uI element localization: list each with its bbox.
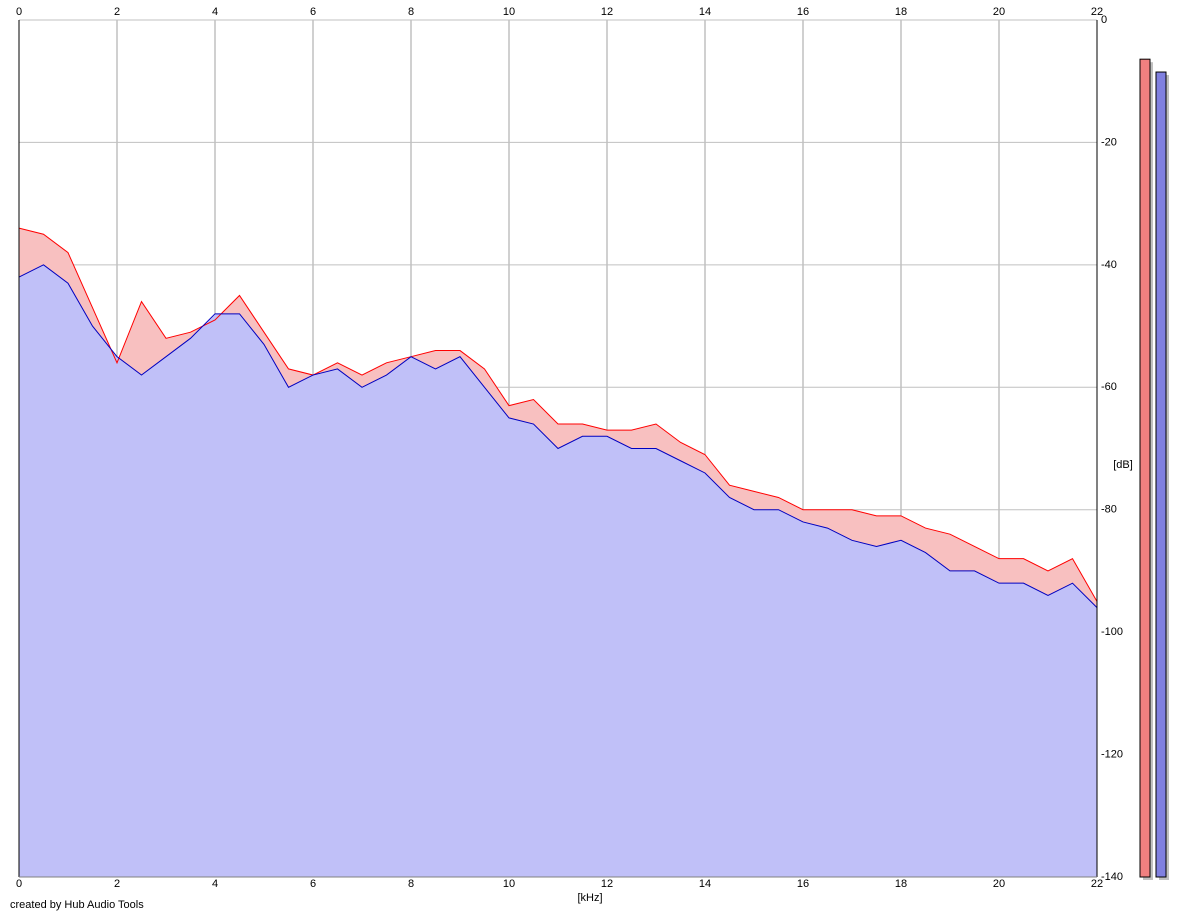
y-tick-label: -80 bbox=[1101, 504, 1117, 516]
x-tick-label: 10 bbox=[503, 6, 515, 18]
y-tick-label: -60 bbox=[1101, 381, 1117, 393]
x-tick-label: 8 bbox=[408, 6, 414, 18]
x-tick-label: 6 bbox=[310, 6, 316, 18]
x-tick-label: 14 bbox=[699, 878, 711, 890]
x-tick-label: 4 bbox=[212, 878, 218, 890]
x-tick-label: 18 bbox=[895, 878, 907, 890]
x-tick-label: 0 bbox=[16, 6, 22, 18]
y-axis-label: [dB] bbox=[1113, 459, 1133, 471]
x-tick-label: 20 bbox=[993, 6, 1005, 18]
y-tick-label: -140 bbox=[1101, 871, 1123, 883]
x-tick-label: 0 bbox=[16, 878, 22, 890]
y-tick-label: -40 bbox=[1101, 259, 1117, 271]
x-tick-label: 20 bbox=[993, 878, 1005, 890]
x-tick-label: 10 bbox=[503, 878, 515, 890]
y-tick-label: -100 bbox=[1101, 626, 1123, 638]
x-tick-label: 2 bbox=[114, 6, 120, 18]
series-area bbox=[19, 264, 1097, 877]
level-meter bbox=[1155, 71, 1167, 878]
x-tick-label: 8 bbox=[408, 878, 414, 890]
x-tick-label: 16 bbox=[797, 6, 809, 18]
series-line bbox=[18, 264, 1098, 609]
x-tick-label: 22 bbox=[1091, 878, 1103, 890]
x-tick-label: 22 bbox=[1091, 6, 1103, 18]
x-tick-label: 6 bbox=[310, 878, 316, 890]
series-line bbox=[18, 227, 1098, 602]
x-tick-label: 14 bbox=[699, 6, 711, 18]
x-tick-label: 2 bbox=[114, 878, 120, 890]
level-meter bbox=[1139, 58, 1151, 878]
x-tick-label: 12 bbox=[601, 6, 613, 18]
x-tick-label: 4 bbox=[212, 6, 218, 18]
y-tick-label: 0 bbox=[1101, 14, 1107, 26]
x-tick-label: 18 bbox=[895, 6, 907, 18]
y-tick-label: -120 bbox=[1101, 748, 1123, 760]
y-tick-label: -20 bbox=[1101, 136, 1117, 148]
credit: created by Hub Audio Tools bbox=[10, 899, 144, 911]
x-tick-label: 12 bbox=[601, 878, 613, 890]
x-axis-label: [kHz] bbox=[577, 892, 602, 904]
x-tick-label: 16 bbox=[797, 878, 809, 890]
